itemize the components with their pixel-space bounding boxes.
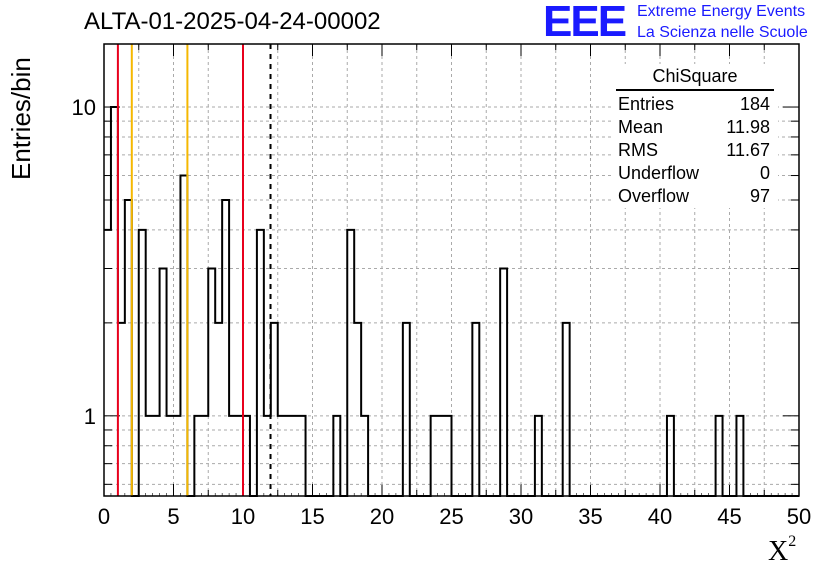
stats-value: 11.98 xyxy=(726,117,770,137)
stats-label: Entries xyxy=(618,94,675,114)
y-axis-label: Entries/bin xyxy=(6,57,36,180)
chart-title: ALTA-01-2025-04-24-00002 xyxy=(84,8,381,35)
stats-value: 0 xyxy=(759,163,770,183)
stats-label: Overflow xyxy=(618,186,690,206)
x-tick-label: 15 xyxy=(300,504,324,529)
logo-line-2: La Scienza nelle Scuole xyxy=(637,24,808,41)
stats-box: ChiSquare Entries 184 Mean 11.98 RMS 11.67 … xyxy=(612,64,778,208)
stats-row: RMS 11.67 xyxy=(612,139,778,162)
stats-row: Underflow 0 xyxy=(612,162,778,185)
stats-row: Entries 184 xyxy=(612,93,778,116)
x-tick-label: 10 xyxy=(231,504,255,529)
stats-name: ChiSquare xyxy=(616,66,774,91)
x-axis-label: X2 xyxy=(768,532,797,567)
x-tick-label: 40 xyxy=(648,504,672,529)
stats-value: 97 xyxy=(749,186,770,206)
stats-label: RMS xyxy=(618,140,658,160)
x-tick-label: 5 xyxy=(167,504,179,529)
x-tick-label: 45 xyxy=(717,504,741,529)
stats-value: 184 xyxy=(739,94,770,114)
logo-line-1: Extreme Energy Events xyxy=(637,3,806,20)
plot-frame xyxy=(103,43,800,497)
eee-logo-mark: EEE xyxy=(543,0,627,46)
x-tick-label: 25 xyxy=(439,504,463,529)
histogram-outline xyxy=(104,106,799,497)
x-tick-label: 50 xyxy=(787,504,811,529)
y-tick-label: 10 xyxy=(72,95,96,120)
x-tick-label: 30 xyxy=(509,504,533,529)
stats-row: Mean 11.98 xyxy=(612,116,778,139)
stats-value: 11.67 xyxy=(726,140,770,160)
stats-row: Overflow 97 xyxy=(612,185,778,208)
x-tick-label: 20 xyxy=(370,504,394,529)
x-tick-label: 35 xyxy=(578,504,602,529)
x-tick-label: 0 xyxy=(98,504,110,529)
stats-label: Mean xyxy=(618,117,664,137)
stats-label: Underflow xyxy=(618,163,700,183)
y-tick-label: 1 xyxy=(84,404,96,429)
